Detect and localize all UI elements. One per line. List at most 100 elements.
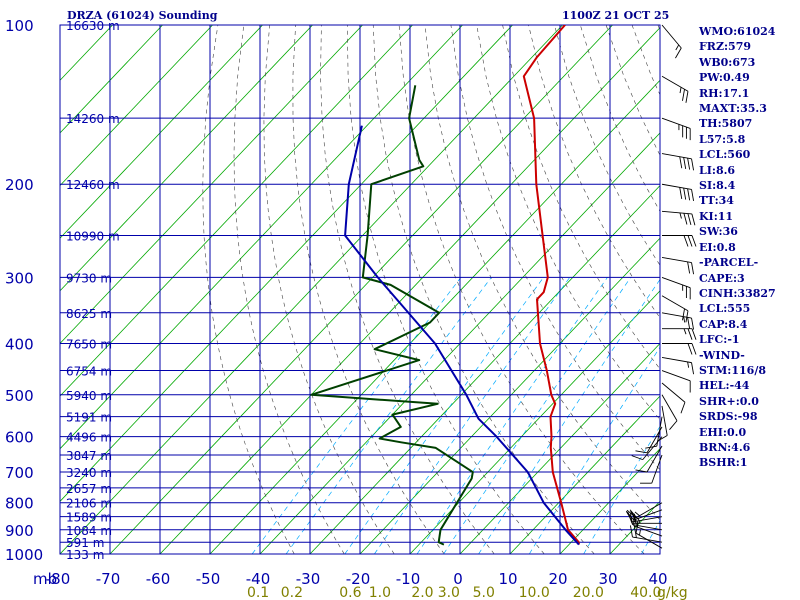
wind-barb-flag xyxy=(687,158,691,170)
pressure-label: 900 xyxy=(5,522,34,540)
wind-barb-staff xyxy=(661,370,691,382)
mixing-ratio-label: 0.1 xyxy=(247,585,269,600)
wind-barb-staff xyxy=(661,356,692,364)
mixing-ratio-line xyxy=(443,277,631,554)
wind-barb-half-flag xyxy=(637,517,641,524)
wind-barb xyxy=(661,256,695,275)
height-label: 6754 m xyxy=(66,365,112,379)
wind-barb-staff xyxy=(633,525,663,537)
wind-barb-half-flag xyxy=(679,212,682,219)
stat-item: SW:36 xyxy=(699,225,738,239)
wind-barb-flag xyxy=(685,310,689,323)
wind-barb-flag xyxy=(687,213,692,225)
height-label: 8625 m xyxy=(66,307,112,321)
height-label: 2657 m xyxy=(66,482,112,496)
wind-barb-flag xyxy=(691,213,696,226)
wind-barb xyxy=(631,436,663,461)
mixing-ratio-label: 5.0 xyxy=(473,585,495,600)
wind-barb-flag xyxy=(687,235,693,247)
isotherm-line xyxy=(209,79,660,554)
wind-barb-flag xyxy=(691,317,695,330)
temperature-tick-label: -80 xyxy=(46,570,71,588)
wind-barb-flag xyxy=(645,445,657,449)
height-label: 9730 m xyxy=(66,271,112,285)
wind-barb-flag xyxy=(685,91,689,103)
height-label: 12460 m xyxy=(66,178,120,192)
stat-item: WMO:61024 xyxy=(699,25,776,38)
wind-barb-half-flag xyxy=(687,361,690,368)
wind-barb-half-flag xyxy=(675,44,680,51)
stat-item: RH:17.1 xyxy=(699,86,750,100)
wind-barb-flag xyxy=(691,189,695,202)
wind-barb-flag xyxy=(683,213,688,225)
isotherm-line xyxy=(409,290,660,554)
wind-barb-flag xyxy=(682,308,685,321)
wind-barb-flag xyxy=(691,362,695,375)
stat-item: WB0:673 xyxy=(699,55,756,69)
wind-barb-flag xyxy=(679,187,683,199)
wind-barb xyxy=(661,75,689,103)
isotherm-line xyxy=(309,184,660,554)
mixing-ratio-line xyxy=(529,346,660,554)
wind-barb-flag xyxy=(687,188,691,201)
wind-barb-flag xyxy=(691,328,697,340)
wind-barb-flag xyxy=(691,343,697,355)
temperature-tick-label: -70 xyxy=(96,570,121,588)
wind-barb xyxy=(640,454,663,484)
wind-barb-flag xyxy=(675,47,682,59)
temperature-tick-label: 30 xyxy=(598,570,617,588)
wind-barb-half-flag xyxy=(634,511,640,517)
wind-barb-flag xyxy=(683,187,687,200)
pressure-label: 700 xyxy=(5,464,34,482)
stat-item: LCL:560 xyxy=(699,148,751,162)
stat-item: -WIND- xyxy=(699,348,745,362)
isotherm-line xyxy=(559,448,660,554)
height-label: 3847 m xyxy=(66,449,112,463)
wind-barb xyxy=(661,183,695,202)
temperature-tick-label: -40 xyxy=(246,570,271,588)
stat-item: PW:0.49 xyxy=(699,71,750,85)
wind-barb-flag xyxy=(635,521,639,534)
wind-barb-staff xyxy=(661,24,682,49)
wind-barb xyxy=(661,312,695,330)
wind-barb-staff xyxy=(661,295,689,312)
wind-barb xyxy=(635,521,663,549)
isotherm-line xyxy=(60,25,363,345)
wind-barb xyxy=(661,153,695,171)
mixing-ratio-unit: g/kg xyxy=(657,585,688,600)
dry-adiabat-line xyxy=(263,25,395,554)
wind-barb-staff xyxy=(661,210,692,215)
wind-barb-staff xyxy=(661,117,691,129)
isotherm-line xyxy=(359,237,660,554)
wind-barb xyxy=(661,394,678,430)
wind-barb-staff xyxy=(661,153,692,160)
isotherm-line xyxy=(459,342,660,554)
wind-barb xyxy=(662,328,697,340)
wind-barb-flag xyxy=(687,328,693,340)
isotherm-line xyxy=(159,27,660,554)
mixing-ratio-label: 0.6 xyxy=(339,585,361,600)
wind-barb-staff xyxy=(661,276,691,289)
wind-barb-staff xyxy=(646,445,663,473)
profile-lines xyxy=(310,25,580,546)
wind-barb-half-flag xyxy=(679,87,682,94)
stat-item: LCL:555 xyxy=(699,302,751,316)
stat-item: LI:8.6 xyxy=(699,163,736,177)
dry-adiabat-line xyxy=(347,25,545,554)
stat-item: BSHR:1 xyxy=(699,456,748,470)
wind-barb-flag xyxy=(633,513,637,526)
wind-barb-half-flag xyxy=(683,328,687,335)
pressure-label: 800 xyxy=(5,495,34,513)
stat-item: MAXT:35.3 xyxy=(699,102,767,116)
wind-barb-staff xyxy=(635,502,663,519)
pressure-label: 600 xyxy=(5,429,34,447)
temperature-tick-label: 10 xyxy=(498,570,517,588)
wind-barb-flag xyxy=(635,450,648,454)
mixing-ratio-label: 0.2 xyxy=(281,585,303,600)
stats-panel: WMO:61024 FRZ:579 WB0:673 PW:0.49 RH:17.1 MAX… xyxy=(699,24,776,471)
temperature-line xyxy=(522,25,580,545)
height-label: 1084 m xyxy=(66,524,112,538)
wind-barb xyxy=(661,295,689,323)
temperature-tick-label: 0 xyxy=(453,570,463,588)
wind-barb-half-flag xyxy=(639,529,641,536)
